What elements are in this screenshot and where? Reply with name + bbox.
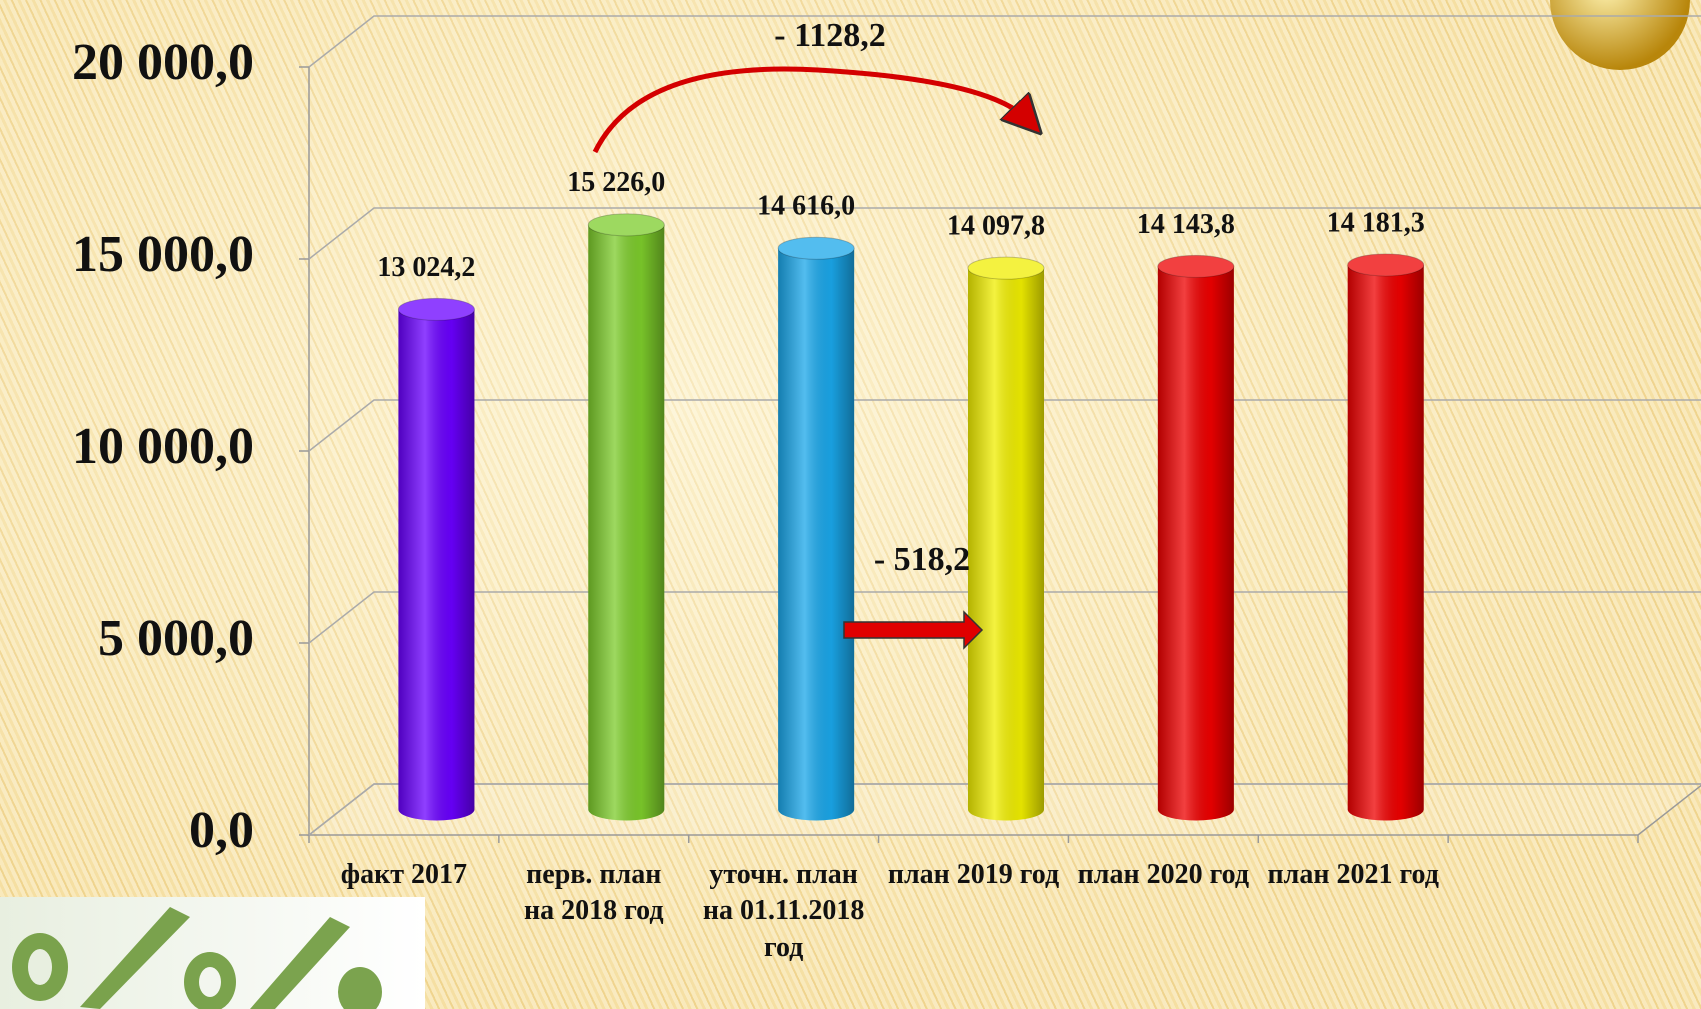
value-label: 14 181,3 <box>1327 207 1425 238</box>
bar-top-shine <box>778 237 855 260</box>
bar <box>397 297 475 821</box>
plot: 0,0 5 000,0 10 000,0 15 000,0 20 000,0 13 024… <box>72 15 1701 859</box>
bar-top <box>1157 254 1235 278</box>
value-label: 13 024,2 <box>377 252 475 283</box>
bar-top <box>967 256 1045 280</box>
bar <box>587 213 665 821</box>
bar <box>777 236 855 821</box>
bar-top-shine <box>588 213 665 236</box>
y-tick-label: 10 000,0 <box>72 418 254 475</box>
x-tick-label: уточн. план на 01.11.2018 год <box>702 859 865 963</box>
value-label: 14 616,0 <box>757 191 855 222</box>
y-tick-label: 5 000,0 <box>98 610 254 667</box>
y-tick-label: 0,0 <box>189 802 254 859</box>
annotation: - 1128,2 <box>774 17 885 54</box>
bar-top-shine <box>1347 253 1424 276</box>
x-tick-label: план 2021 год <box>1267 859 1439 890</box>
grid-line <box>308 591 1701 644</box>
x-tick-label: перв. план на 2018 год <box>524 859 664 927</box>
bar-top-shine <box>398 298 475 321</box>
grid-line <box>308 399 1701 452</box>
bar <box>1347 253 1425 821</box>
bar-shade <box>968 268 1044 821</box>
bar-shade <box>778 248 855 821</box>
grid-line <box>308 783 1701 836</box>
bar-top <box>397 297 475 321</box>
bar-top <box>1347 253 1425 277</box>
bar-shade <box>588 224 665 821</box>
y-tick-label: 20 000,0 <box>72 34 254 91</box>
bar-top <box>777 236 855 260</box>
bar-shade <box>1157 266 1234 821</box>
bar <box>1157 254 1235 821</box>
value-label: 14 097,8 <box>947 211 1045 242</box>
bar-shade <box>398 309 475 821</box>
curved-arrow <box>592 66 1028 154</box>
value-label: 15 226,0 <box>567 167 665 198</box>
grid-line <box>308 207 1701 260</box>
percent-image <box>0 897 425 1009</box>
bar-top-shine <box>1157 255 1234 278</box>
bar-shade <box>1347 264 1424 821</box>
coin-decoration <box>1550 0 1690 70</box>
y-tick-label: 15 000,0 <box>72 226 254 283</box>
bar-top <box>587 213 665 237</box>
bar-top-shine <box>968 257 1044 280</box>
bar <box>967 256 1045 821</box>
value-label: 14 143,8 <box>1137 209 1235 240</box>
annotation: - 518,2 <box>874 541 970 578</box>
x-tick-label: план 2019 год <box>887 859 1060 890</box>
straight-arrow <box>843 610 984 650</box>
x-tick-label: план 2020 год <box>1077 859 1250 890</box>
grid-line <box>308 15 1701 68</box>
